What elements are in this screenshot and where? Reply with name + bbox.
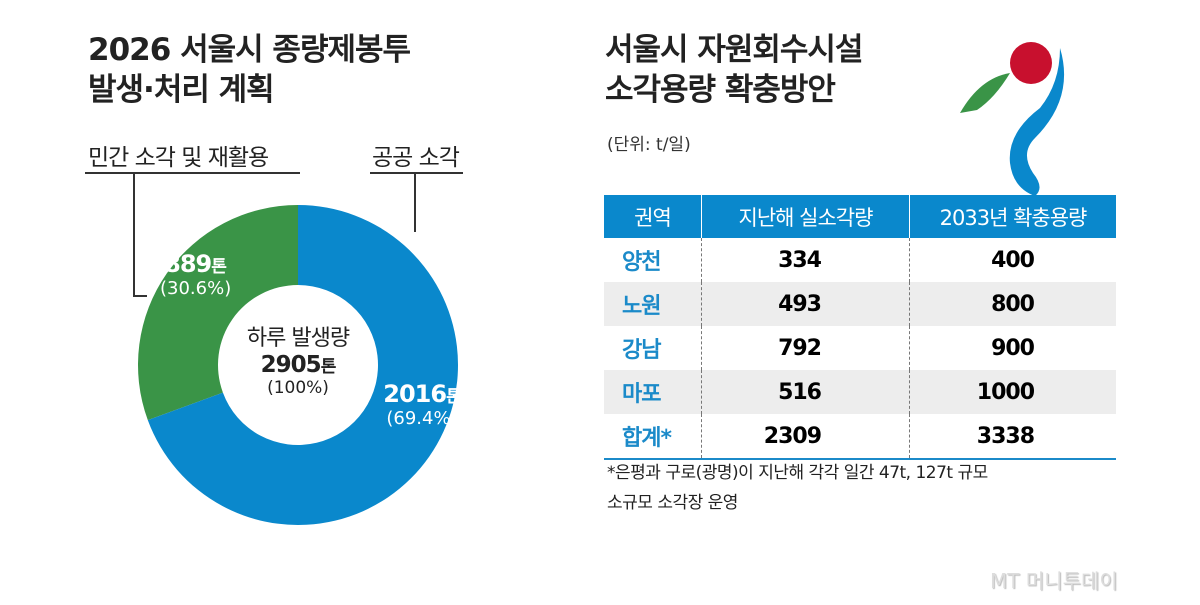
col-header: 지난해 실소각량: [701, 195, 910, 238]
table-row: 합계* 2309 3338: [604, 414, 1116, 460]
value-cell: 400: [909, 238, 1116, 282]
donut-slice-public: [147, 205, 459, 526]
center-value: 2905: [260, 352, 322, 378]
capacity-table: 권역 지난해 실소각량 2033년 확충용량 양천 334 400 노원 493 800 강…: [604, 195, 1116, 460]
table-row: 양천 334 400: [604, 238, 1116, 282]
col-header: 2033년 확충용량: [909, 195, 1116, 238]
donut-chart: [137, 205, 459, 526]
unit: 톤: [211, 257, 227, 277]
right-title-line: 소각용량 확충방안: [605, 72, 836, 108]
label-public: 공공 소각: [372, 145, 460, 171]
table-row: 노원 493 800: [604, 282, 1116, 326]
value-cell: 3338: [909, 414, 1116, 460]
region-cell: 노원: [604, 282, 702, 326]
logo-red-circle: [1010, 42, 1052, 84]
logo-blue-shape: [1009, 48, 1065, 196]
leader-line: [85, 172, 300, 174]
value-cell: 493: [701, 282, 910, 326]
leader-line: [133, 295, 147, 297]
donut-center: 하루 발생량 2905톤 (100%): [218, 320, 378, 398]
unit: 톤: [446, 387, 462, 407]
unit-note: (단위: t/일): [607, 135, 691, 155]
value: 2016: [383, 380, 447, 408]
pct: (69.4%): [386, 408, 458, 429]
logo-green-shape: [960, 73, 1010, 113]
value-cell: 800: [909, 282, 1116, 326]
value-cell: 2309: [701, 414, 910, 460]
right-title-line: 서울시 자원회수시설: [605, 32, 863, 68]
slice-label-private: 889톤 (30.6%): [160, 250, 232, 299]
table-row: 강남 792 900: [604, 326, 1116, 370]
value-cell: 792: [701, 326, 910, 370]
label-private: 민간 소각 및 재활용: [88, 145, 269, 171]
value-cell: 1000: [909, 370, 1116, 414]
leader-line: [370, 172, 463, 174]
leader-line: [414, 172, 416, 232]
value-cell: 516: [701, 370, 910, 414]
footnote-line: 소규모 소각장 운영: [607, 493, 738, 513]
footnote: *은평과 구로(광명)이 지난해 각각 일간 47t, 127t 규모 소규모 …: [607, 458, 988, 518]
seoul-logo: [960, 42, 1065, 196]
table-row: 마포 516 1000: [604, 370, 1116, 414]
left-title-line: 발생·처리 계획: [88, 72, 275, 108]
left-title-line: 2026 서울시 종량제봉투: [88, 32, 411, 68]
value: 889: [164, 250, 212, 278]
right-title: 서울시 자원회수시설 소각용량 확충방안: [605, 30, 863, 110]
watermark: MT 머니투데이: [990, 569, 1118, 593]
donut-slice-private: [137, 205, 298, 421]
value-cell: 900: [909, 326, 1116, 370]
pct: (30.6%): [160, 278, 232, 299]
left-title: 2026 서울시 종량제봉투 발생·처리 계획: [88, 30, 411, 110]
region-cell: 마포: [604, 370, 702, 414]
region-cell: 합계*: [604, 414, 702, 460]
region-cell: 강남: [622, 338, 661, 363]
region-cell: 양천: [622, 250, 661, 275]
value-cell: 334: [701, 238, 910, 282]
center-label: 하루 발생량: [246, 326, 350, 351]
center-unit: 톤: [320, 357, 337, 377]
col-header: 권역: [604, 195, 702, 238]
footnote-line: *은평과 구로(광명)이 지난해 각각 일간 47t, 127t 규모: [607, 463, 988, 483]
leader-line: [133, 172, 135, 296]
slice-label-public: 2016톤 (69.4%): [382, 380, 462, 429]
center-pct: (100%): [267, 378, 329, 398]
